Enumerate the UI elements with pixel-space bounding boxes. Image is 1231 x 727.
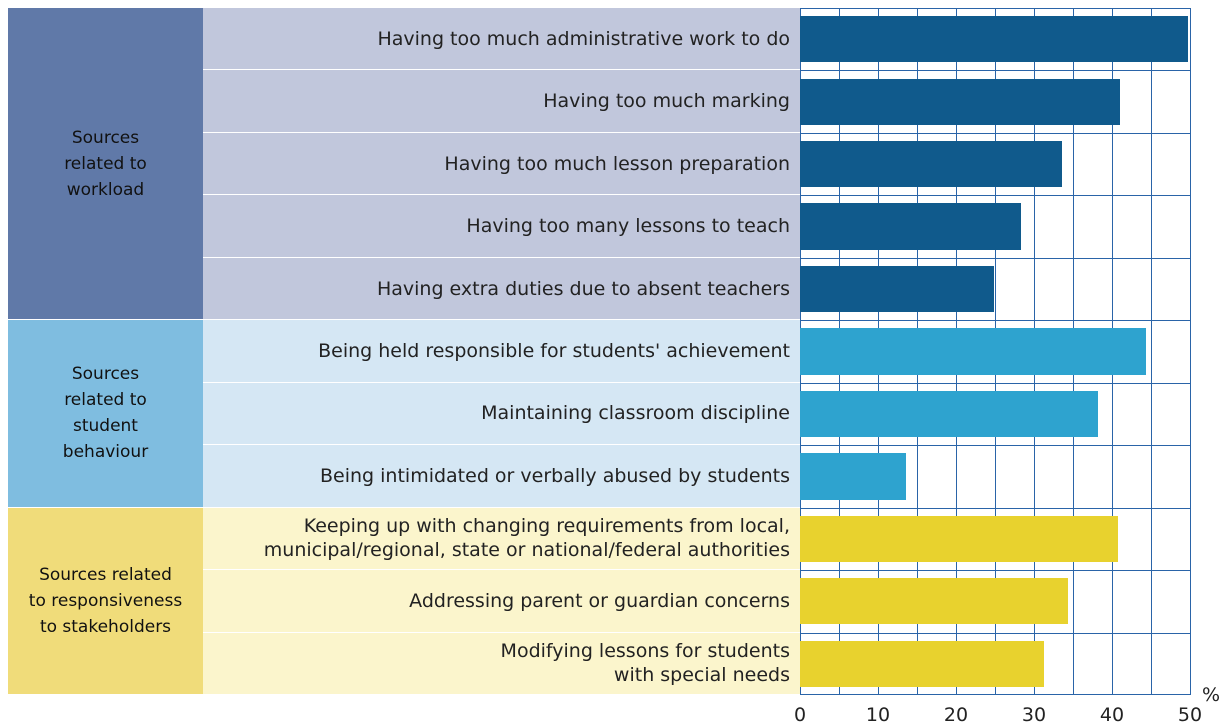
bar [800,141,1063,188]
grid-line [1190,8,1191,695]
category-label: Having extra duties due to absent teache… [203,257,800,321]
grid-line [800,195,1190,197]
x-tick-label: 40 [1099,704,1125,726]
unit-label: % [1202,684,1221,706]
grid-line [800,507,1190,509]
category-label: Addressing parent or guardian concerns [203,570,800,633]
grid-line [800,257,1190,259]
grid-line [800,132,1190,134]
grid-line [800,632,1190,634]
bar [800,203,1021,250]
x-tick-label: 10 [865,704,891,726]
category-label: Keeping up with changing requirements fr… [203,507,800,571]
grid-line [1151,8,1152,695]
group-label: Sources related to student behaviour [8,320,203,508]
grid-line [800,382,1190,384]
x-tick-label: 30 [1021,704,1047,726]
x-tick-label: 50 [1177,704,1203,726]
x-tick-label: 0 [793,704,807,726]
bar [800,453,907,500]
bar [800,16,1188,63]
category-label: Being intimidated or verbally abused by … [203,445,800,508]
x-tick-label: 20 [943,704,969,726]
bar [800,78,1120,125]
category-label: Being held responsible for students' ach… [203,320,800,383]
category-label: Having too much lesson preparation [203,132,800,196]
group-label: Sources related to responsiveness to sta… [8,507,203,695]
group-label: Sources related to workload [8,8,203,321]
bar [800,578,1069,625]
grid-line [800,445,1190,447]
bar [800,328,1147,375]
bar [800,515,1119,562]
category-label: Maintaining classroom discipline [203,382,800,446]
bar [800,265,995,313]
category-label: Modifying lessons for students with spec… [203,632,800,695]
bar [800,640,1045,687]
grid-line [800,570,1190,572]
grid-line [800,70,1190,72]
category-label: Having too much administrative work to d… [203,8,800,71]
category-label: Having too much marking [203,70,800,133]
grid-line [800,320,1190,322]
bar [800,390,1098,438]
category-label: Having too many lessons to teach [203,195,800,258]
